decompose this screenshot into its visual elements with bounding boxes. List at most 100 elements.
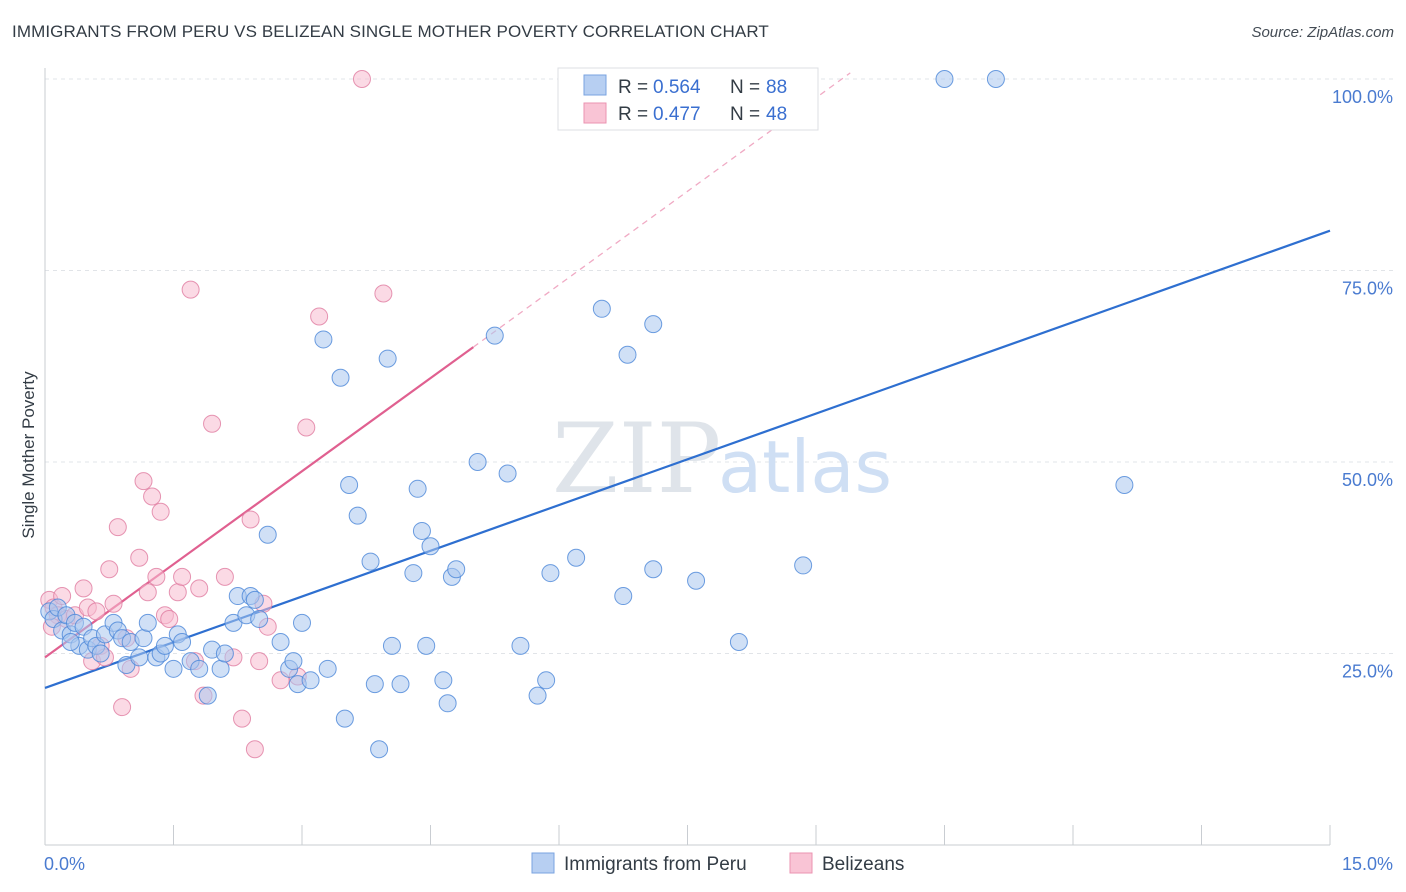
point-belizeans-22 bbox=[147, 567, 166, 586]
legend-r-value-belizeans: 0.477 bbox=[653, 104, 701, 125]
point-peru-21 bbox=[138, 613, 157, 632]
legend-r-label-belizeans: R = bbox=[618, 104, 648, 125]
x-tick-labels: 0.0% 15.0% bbox=[44, 854, 1393, 874]
bottom-legend-swatch-belizeans bbox=[789, 852, 813, 874]
point-peru-19 bbox=[130, 648, 149, 667]
point-belizeans-35 bbox=[233, 709, 252, 728]
point-belizeans-23 bbox=[151, 502, 170, 521]
point-peru-60 bbox=[408, 479, 427, 498]
point-belizeans-26 bbox=[168, 583, 187, 602]
point-peru-73 bbox=[537, 671, 556, 690]
point-belizeans-43 bbox=[297, 418, 316, 437]
point-belizeans-30 bbox=[190, 579, 209, 598]
point-belizeans-19 bbox=[134, 472, 153, 491]
point-belizeans-14 bbox=[108, 518, 127, 537]
point-peru-57 bbox=[382, 636, 401, 655]
point-peru-58 bbox=[391, 675, 410, 694]
bottom-legend-label-belizeans: Belizeans bbox=[822, 854, 904, 875]
point-belizeans-18 bbox=[130, 548, 149, 567]
watermark: ZIP atlas bbox=[552, 403, 892, 515]
point-peru-29 bbox=[190, 659, 209, 678]
point-peru-51 bbox=[335, 709, 354, 728]
point-belizeans-38 bbox=[250, 652, 269, 671]
point-peru-43 bbox=[284, 652, 303, 671]
point-peru-41 bbox=[271, 633, 290, 652]
point-peru-38 bbox=[245, 590, 264, 609]
point-belizeans-21 bbox=[143, 487, 162, 506]
legend-n-value-belizeans: 48 bbox=[766, 104, 787, 125]
legend-swatch-peru bbox=[583, 74, 607, 96]
point-peru-67 bbox=[447, 560, 466, 579]
point-peru-84 bbox=[935, 70, 954, 88]
point-peru-81 bbox=[687, 571, 706, 590]
point-peru-62 bbox=[417, 636, 436, 655]
grid-lines bbox=[45, 78, 1395, 654]
chart-title: IMMIGRANTS FROM PERU VS BELIZEAN SINGLE … bbox=[12, 22, 769, 41]
point-peru-69 bbox=[485, 326, 504, 345]
point-peru-39 bbox=[250, 610, 269, 629]
point-belizeans-12 bbox=[100, 560, 119, 579]
legend-swatch-belizeans bbox=[583, 102, 607, 124]
y-tick-label-2: 75.0% bbox=[1342, 279, 1393, 299]
point-belizeans-27 bbox=[173, 567, 192, 586]
bottom-legend: Immigrants from Peru Belizeans bbox=[531, 852, 904, 875]
point-peru-49 bbox=[331, 368, 350, 387]
x-tick-label-0: 0.0% bbox=[44, 854, 85, 874]
point-peru-85 bbox=[986, 70, 1005, 88]
point-peru-45 bbox=[293, 613, 311, 632]
point-peru-25 bbox=[164, 659, 183, 678]
point-peru-59 bbox=[404, 564, 423, 583]
point-peru-74 bbox=[541, 564, 560, 583]
point-peru-32 bbox=[211, 659, 230, 678]
x-tick-label-1: 15.0% bbox=[1342, 854, 1393, 874]
y-tick-label-0: 25.0% bbox=[1342, 662, 1393, 682]
watermark-atlas: atlas bbox=[718, 425, 892, 509]
point-peru-56 bbox=[378, 349, 397, 368]
legend-n-value-peru: 88 bbox=[766, 77, 787, 98]
point-peru-27 bbox=[173, 633, 192, 652]
point-belizeans-36 bbox=[241, 510, 260, 529]
point-peru-86 bbox=[1115, 475, 1134, 494]
point-peru-24 bbox=[155, 636, 174, 655]
point-peru-70 bbox=[498, 464, 517, 483]
point-peru-65 bbox=[438, 694, 457, 713]
point-peru-68 bbox=[468, 453, 487, 471]
point-peru-64 bbox=[434, 671, 453, 690]
point-peru-50 bbox=[340, 475, 359, 494]
point-belizeans-32 bbox=[203, 414, 222, 433]
point-belizeans-13 bbox=[104, 594, 123, 613]
y-tick-labels: 25.0% 50.0% 75.0% 100.0% bbox=[1332, 87, 1393, 682]
point-belizeans-6 bbox=[74, 579, 93, 598]
point-peru-76 bbox=[592, 299, 611, 318]
point-peru-54 bbox=[365, 675, 384, 694]
point-peru-20 bbox=[134, 629, 153, 648]
point-belizeans-15 bbox=[113, 698, 132, 717]
legend-r-label-peru: R = bbox=[618, 77, 648, 98]
axes bbox=[44, 68, 1331, 846]
point-peru-82 bbox=[729, 633, 748, 652]
data-points bbox=[40, 70, 1134, 759]
y-tick-label-3: 100.0% bbox=[1332, 87, 1393, 107]
point-peru-47 bbox=[314, 330, 333, 349]
point-peru-78 bbox=[618, 345, 637, 364]
y-axis-label: Single Mother Poverty bbox=[19, 371, 38, 539]
bottom-legend-label-peru: Immigrants from Peru bbox=[564, 854, 747, 875]
point-peru-46 bbox=[301, 671, 320, 690]
point-belizeans-20 bbox=[138, 583, 157, 602]
point-peru-55 bbox=[370, 740, 389, 759]
point-belizeans-45 bbox=[352, 70, 371, 88]
point-belizeans-25 bbox=[160, 610, 179, 629]
point-peru-12 bbox=[91, 644, 110, 663]
point-peru-87 bbox=[61, 633, 80, 652]
legend: R = 0.564 N = 88 R = 0.477 N = 48 bbox=[557, 67, 819, 131]
point-belizeans-46 bbox=[374, 284, 393, 303]
legend-n-label-peru: N = bbox=[730, 77, 760, 98]
point-peru-61 bbox=[412, 521, 431, 540]
point-belizeans-33 bbox=[215, 567, 234, 586]
point-peru-48 bbox=[318, 659, 337, 678]
point-belizeans-9 bbox=[87, 602, 106, 621]
point-belizeans-37 bbox=[245, 740, 264, 759]
point-peru-72 bbox=[528, 686, 547, 705]
point-peru-40 bbox=[258, 525, 277, 544]
